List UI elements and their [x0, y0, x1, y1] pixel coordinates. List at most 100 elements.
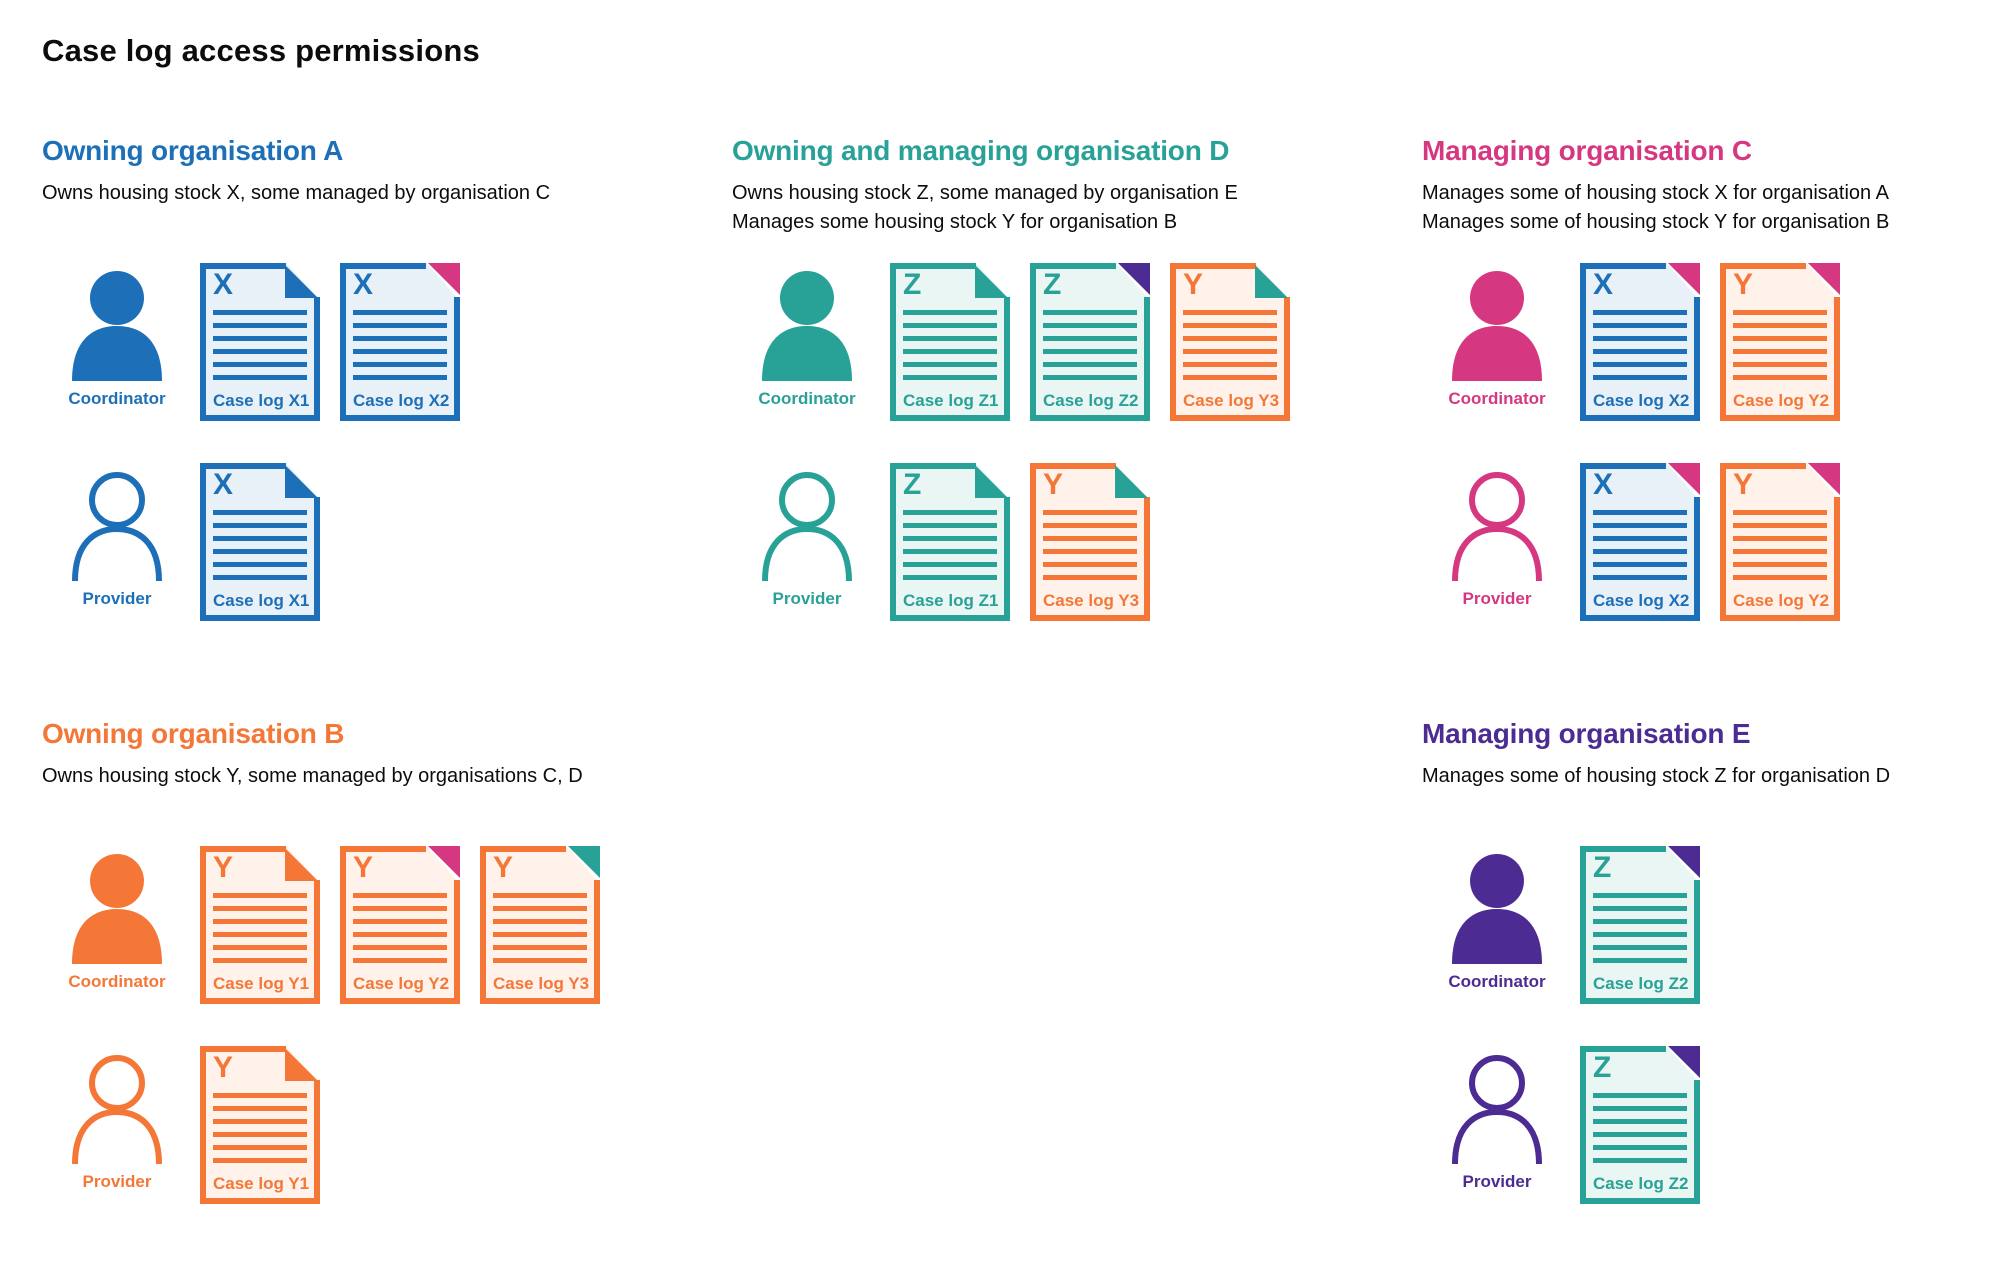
doc-list: X Case log X1 X Case log X2 — [200, 263, 460, 421]
document-text-lines — [903, 310, 997, 380]
person-outline-icon — [72, 472, 162, 581]
doc-list: Z Case log Z1 Y Case log Y3 — [890, 463, 1150, 621]
person-outline-icon — [72, 1055, 162, 1164]
org-description-line: Manages some of housing stock Y for orga… — [1422, 211, 1890, 233]
person-role-label: Coordinator — [758, 389, 856, 408]
corner-tag-icon — [1808, 263, 1840, 295]
document-text-lines — [1593, 510, 1687, 580]
case-log-document: Y Case log Y3 — [480, 846, 600, 1004]
case-log-document: Y Case log Y3 — [1030, 463, 1150, 621]
doc-label: Case log X2 — [1593, 391, 1690, 410]
corner-tag-icon — [1808, 463, 1840, 495]
doc-label: Case log Z2 — [1043, 391, 1139, 410]
document-text-lines — [213, 310, 307, 380]
document-text-lines — [493, 893, 587, 963]
case-log-document: Y Case log Y2 — [340, 846, 460, 1004]
corner-tag-icon — [428, 263, 460, 295]
provider-row: Provider Z Case log Z1 Y Case log Y3 — [732, 463, 1422, 621]
org-description: Manages some of housing stock X for orga… — [1422, 179, 2000, 263]
document-page — [890, 463, 1007, 621]
doc-list: Z Case log Z1 Z Case log Z2 Y C — [890, 263, 1290, 421]
doc-label: Case log Y1 — [213, 1174, 310, 1193]
stock-letter: Y — [493, 851, 514, 884]
org-description: Owns housing stock Z, some managed by or… — [732, 179, 1422, 263]
provider-figure: Provider — [42, 463, 192, 609]
document-text-lines — [353, 893, 447, 963]
provider-figure: Provider — [1422, 1046, 1572, 1192]
section-managing-organisation-c: Managing organisation C Manages some of … — [1422, 135, 2000, 621]
doc-label: Case log X1 — [213, 391, 310, 410]
document-text-lines — [903, 510, 997, 580]
document-text-lines — [1593, 893, 1687, 963]
document-text-lines — [1183, 310, 1277, 380]
doc-label: Case log X2 — [353, 391, 450, 410]
coordinator-row: Coordinator Y Case log Y1 Y Case log Y2 — [42, 846, 732, 1004]
folded-corner-icon — [285, 1048, 318, 1081]
folded-corner-icon — [1115, 465, 1148, 498]
document-page — [200, 846, 317, 1004]
person-role-label: Coordinator — [1448, 972, 1546, 991]
corner-tag-icon — [1668, 1046, 1700, 1078]
document-page — [890, 263, 1007, 421]
folded-corner-icon — [975, 465, 1008, 498]
org-description-line: Manages some of housing stock Z for orga… — [1422, 765, 1891, 787]
coordinator-row: Coordinator Z Case log Z1 Z Case log Z2 — [732, 263, 1422, 421]
provider-figure: Provider — [732, 463, 882, 609]
case-log-document: X Case log X1 — [200, 463, 320, 621]
doc-label: Case log X2 — [1593, 591, 1690, 610]
case-log-document: Z Case log Z2 — [1030, 263, 1150, 421]
person-role-label: Coordinator — [68, 972, 166, 991]
coordinator-figure: Coordinator — [1422, 263, 1572, 409]
folded-corner-icon — [975, 265, 1008, 298]
org-heading: Managing organisation C — [1422, 135, 1752, 166]
doc-list: Z Case log Z2 — [1580, 846, 1700, 1004]
doc-label: Case log Y1 — [213, 974, 310, 993]
document-page — [340, 263, 457, 421]
person-role-label: Provider — [1462, 1172, 1532, 1191]
doc-label: Case log Z2 — [1593, 1174, 1689, 1193]
document-page — [1580, 463, 1697, 621]
doc-label: Case log Y3 — [1183, 391, 1280, 410]
organisation-grid: Owning organisation A Owns housing stock… — [42, 135, 2000, 1204]
section-owning-managing-organisation-d: Owning and managing organisation D Owns … — [732, 135, 1422, 621]
corner-tag-icon — [1668, 846, 1700, 878]
case-log-document: Z Case log Z1 — [890, 463, 1010, 621]
case-log-document: Y Case log Y3 — [1170, 263, 1290, 421]
section-managing-organisation-e: Managing organisation E Manages some of … — [1422, 718, 2000, 1204]
document-text-lines — [213, 510, 307, 580]
case-log-document: X Case log X2 — [340, 263, 460, 421]
document-page — [1720, 263, 1837, 421]
case-log-document: Y Case log Y1 — [200, 846, 320, 1004]
stock-letter: Z — [903, 268, 922, 301]
corner-tag-icon — [1668, 263, 1700, 295]
document-page — [1720, 463, 1837, 621]
document-text-lines — [1593, 310, 1687, 380]
document-text-lines — [1593, 1093, 1687, 1163]
stock-letter: Z — [903, 468, 922, 501]
document-page — [1580, 263, 1697, 421]
document-text-lines — [1043, 310, 1137, 380]
section-owning-organisation-a: Owning organisation A Owns housing stock… — [42, 135, 732, 621]
org-heading: Managing organisation E — [1422, 718, 1751, 749]
person-filled-icon — [1452, 854, 1542, 964]
doc-label: Case log X1 — [213, 591, 310, 610]
document-page — [200, 463, 317, 621]
provider-row: Provider Y Case log Y1 — [42, 1046, 732, 1204]
case-log-document: X Case log X1 — [200, 263, 320, 421]
stock-letter: Y — [1183, 268, 1204, 301]
doc-list: X Case log X2 Y Case log Y2 — [1580, 463, 1840, 621]
corner-tag-icon — [1118, 263, 1150, 295]
doc-label: Case log Z2 — [1593, 974, 1689, 993]
document-text-lines — [1043, 510, 1137, 580]
person-role-label: Provider — [82, 589, 152, 608]
org-description: Manages some of housing stock Z for orga… — [1422, 762, 2000, 846]
coordinator-row: Coordinator X Case log X1 X Case log X2 — [42, 263, 732, 421]
stock-letter: Y — [213, 1051, 234, 1084]
stock-letter: Y — [1043, 468, 1064, 501]
stock-letter: Y — [213, 851, 234, 884]
coordinator-figure: Coordinator — [42, 846, 192, 992]
corner-tag-icon — [1668, 463, 1700, 495]
person-filled-icon — [762, 271, 852, 381]
case-log-document: Y Case log Y1 — [200, 1046, 320, 1204]
document-page — [1580, 1046, 1697, 1204]
